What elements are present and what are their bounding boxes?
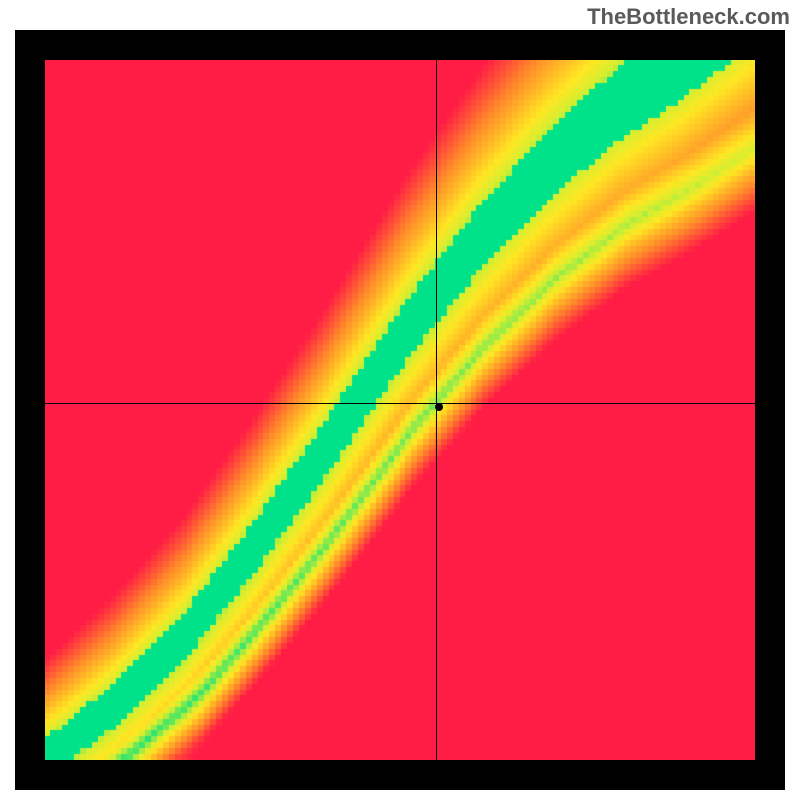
crosshair-horizontal <box>45 403 755 404</box>
chart-frame <box>15 30 785 790</box>
plot-area <box>45 60 755 760</box>
heatmap-canvas <box>45 60 755 760</box>
marker-dot <box>435 403 443 411</box>
watermark-text: TheBottleneck.com <box>587 4 790 30</box>
chart-container: TheBottleneck.com <box>0 0 800 800</box>
